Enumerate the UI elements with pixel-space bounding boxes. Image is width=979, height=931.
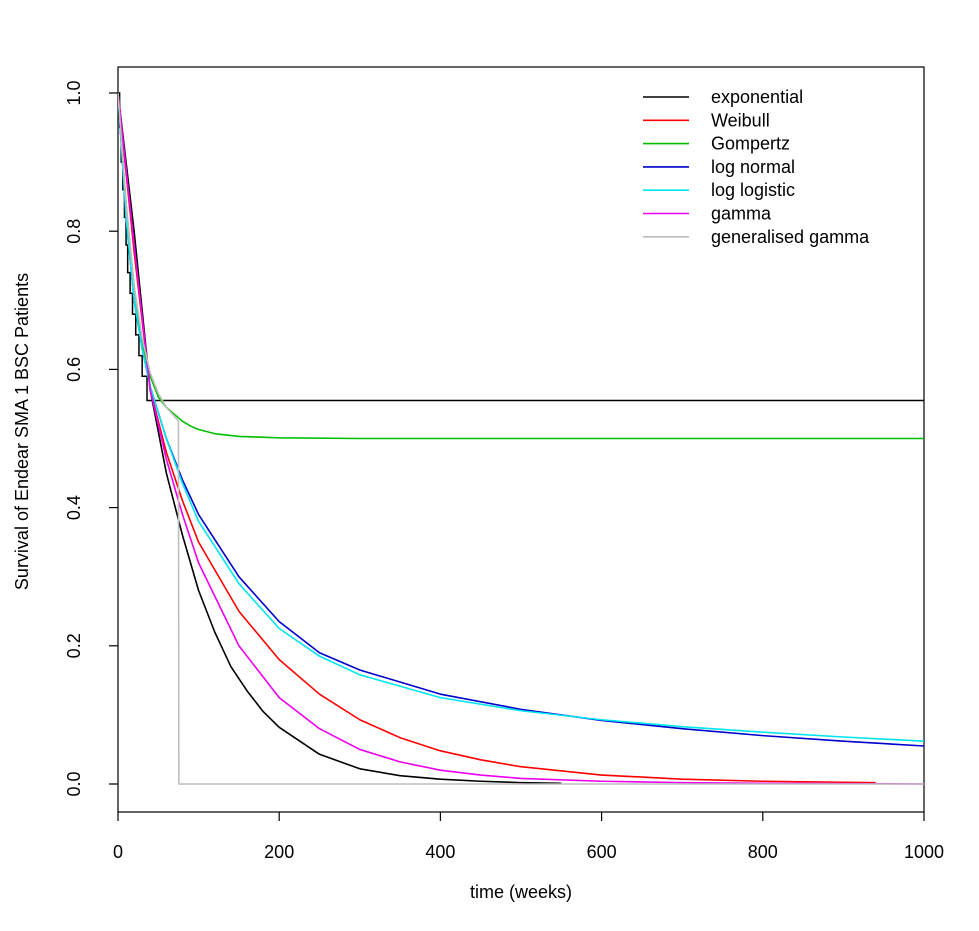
x-tick-label: 600 (587, 842, 617, 862)
legend-label-generalised-gamma: generalised gamma (711, 227, 870, 247)
series-line-gompertz (118, 92, 924, 440)
legend-label-log-normal: log normal (711, 157, 795, 177)
y-axis-title: Survival of Endear SMA 1 BSC Patients (12, 273, 32, 590)
x-tick-label: 0 (113, 842, 123, 862)
x-tick-label: 200 (264, 842, 294, 862)
x-tick-label: 800 (748, 842, 778, 862)
x-axis-title: time (weeks) (470, 882, 572, 902)
series-line-weibull (118, 92, 876, 784)
series-line-exponential (118, 92, 562, 785)
legend-label-log-logistic: log logistic (711, 180, 795, 200)
legend-label-weibull: Weibull (711, 110, 770, 130)
y-tick-label: 0.4 (64, 495, 84, 520)
series-line-log-logistic (118, 92, 924, 742)
series-line-gamma (118, 92, 924, 785)
x-tick-label: 400 (425, 842, 455, 862)
y-tick-label: 1.0 (64, 80, 84, 105)
x-tick-label: 1000 (904, 842, 944, 862)
legend-label-gamma: gamma (711, 204, 772, 224)
series-line-log-normal (118, 92, 924, 747)
y-tick-label: 0.2 (64, 633, 84, 658)
y-tick-label: 0.8 (64, 219, 84, 244)
y-tick-label: 0.6 (64, 357, 84, 382)
legend-label-exponential: exponential (711, 87, 803, 107)
legend-label-gompertz: Gompertz (711, 134, 790, 154)
y-tick-label: 0.0 (64, 771, 84, 796)
plot-box (117, 66, 925, 813)
series-line-generalised-gamma (118, 92, 924, 785)
